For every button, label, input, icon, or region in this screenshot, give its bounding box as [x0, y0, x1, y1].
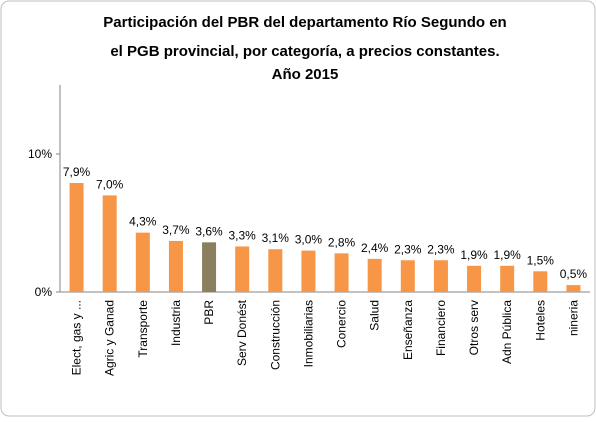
bar	[268, 249, 283, 292]
y-tick-label: 10%	[28, 147, 52, 161]
x-tick-label: Enseñanza	[401, 300, 415, 360]
data-label: 2,4%	[361, 241, 389, 255]
bar	[334, 253, 349, 292]
bar	[467, 265, 482, 292]
bar	[400, 260, 415, 292]
data-label: 2,3%	[394, 242, 422, 256]
x-tick-label: Salud	[368, 300, 382, 331]
x-tick-label: Industria	[169, 300, 183, 346]
x-tick-label: Otros serv	[467, 300, 481, 355]
chart-title: el PGB provincial, por categoría, a prec…	[110, 43, 499, 60]
bar	[135, 232, 150, 292]
bar	[367, 258, 382, 292]
bar	[69, 182, 84, 292]
data-label: 0,5%	[560, 267, 588, 281]
chart-title: Participación del PBR del departamento R…	[103, 14, 506, 31]
bar	[202, 242, 217, 292]
data-label: 3,0%	[295, 233, 323, 247]
data-label: 2,8%	[328, 235, 356, 249]
bar	[235, 246, 250, 292]
data-label: 7,9%	[63, 165, 91, 179]
bar	[301, 250, 316, 292]
x-tick-label: Hoteles	[533, 300, 547, 341]
x-tick-label: Serv Donést	[235, 299, 249, 366]
data-label: 2,3%	[427, 242, 455, 256]
data-label: 7,0%	[96, 177, 124, 191]
chart-title: Año 2015	[272, 66, 339, 83]
bar	[566, 285, 581, 292]
x-tick-label: Elect, gas y ...	[70, 300, 84, 375]
data-label: 1,5%	[527, 253, 555, 267]
x-tick-label: Inmobiliarias	[301, 300, 315, 367]
x-tick-label: Conercio	[335, 300, 349, 348]
data-label: 4,3%	[129, 215, 157, 229]
data-label: 3,1%	[262, 231, 290, 245]
data-label: 3,6%	[195, 224, 223, 238]
x-tick-label: Construcción	[268, 300, 282, 370]
x-tick-label: Financiero	[434, 300, 448, 356]
x-tick-label: nineria	[566, 300, 580, 336]
y-tick-label: 0%	[35, 285, 53, 299]
x-tick-label: PBR	[202, 300, 216, 325]
data-label: 1,9%	[494, 248, 522, 262]
bar	[500, 265, 515, 292]
data-label: 3,7%	[162, 223, 190, 237]
data-label: 3,3%	[229, 228, 257, 242]
data-label: 1,9%	[460, 248, 488, 262]
x-tick-label: Transporte	[136, 300, 150, 358]
x-tick-label: Agric y Ganad	[103, 300, 117, 376]
bar	[433, 260, 448, 292]
x-tick-label: Adn Pública	[500, 300, 514, 364]
bar	[533, 271, 548, 292]
bar	[168, 240, 183, 292]
bar	[102, 195, 117, 292]
